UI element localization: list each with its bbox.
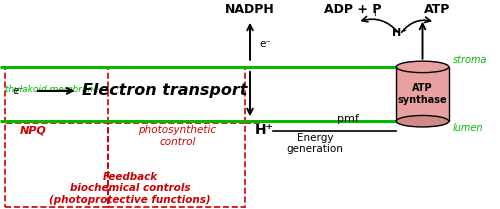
Text: H⁺: H⁺	[392, 28, 407, 38]
Bar	[396, 67, 449, 121]
Ellipse shape	[396, 61, 449, 73]
Text: lumen: lumen	[452, 123, 483, 133]
Text: e⁻: e⁻	[12, 86, 24, 96]
Text: H⁺: H⁺	[255, 123, 274, 137]
Text: thylakoid membrane: thylakoid membrane	[5, 85, 99, 94]
Text: photosynthetic
control: photosynthetic control	[138, 125, 216, 147]
Text: Feedback
biochemical controls
(photoprotective functions): Feedback biochemical controls (photoprot…	[49, 172, 211, 205]
Text: ADP + P: ADP + P	[324, 3, 382, 16]
Bar	[5, 123, 108, 207]
Text: NADPH: NADPH	[225, 3, 275, 16]
Text: Electron transport: Electron transport	[82, 83, 247, 98]
Text: i: i	[374, 9, 376, 18]
Ellipse shape	[396, 115, 449, 127]
Text: ATP
synthase: ATP synthase	[398, 83, 448, 105]
Text: ATP: ATP	[424, 3, 450, 16]
Text: Energy
generation: Energy generation	[286, 133, 344, 154]
Text: e⁻: e⁻	[259, 39, 271, 49]
Text: pmf: pmf	[336, 114, 358, 124]
Bar	[108, 123, 245, 207]
Text: stroma: stroma	[452, 55, 487, 65]
Text: NPQ: NPQ	[20, 125, 47, 135]
